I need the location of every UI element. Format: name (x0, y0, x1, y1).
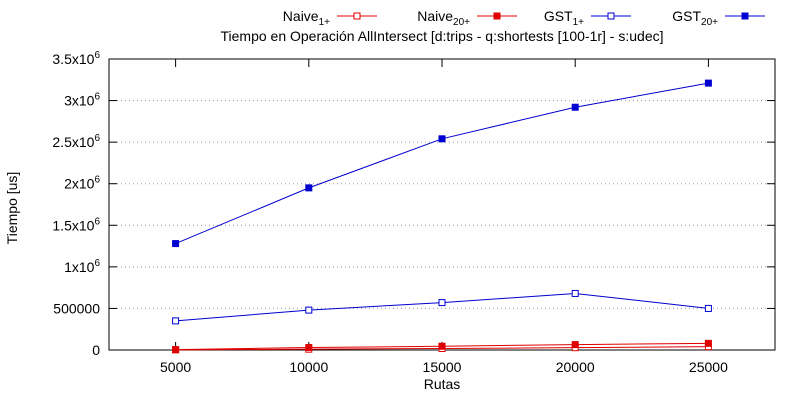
legend-item: GST20+ (672, 8, 765, 28)
x-tick-label: 5000 (160, 359, 191, 375)
legend-marker (741, 12, 749, 20)
data-point (704, 304, 712, 312)
series-gst-20plus (172, 79, 712, 248)
series-layer (172, 79, 712, 354)
series-line (175, 292, 709, 322)
data-point (305, 306, 313, 314)
data-point (438, 299, 446, 307)
series-gst-1plus (172, 289, 712, 325)
x-tick-label: 15000 (423, 359, 462, 375)
legend-label: GST20+ (672, 8, 718, 28)
data-point (571, 103, 579, 111)
axis-ticks: 0 500000 1x106 1.5x106 2x106 2.5x106 3x106 3.5x… (52, 50, 775, 375)
legend-marker (493, 12, 501, 20)
x-axis-label: Rutas (424, 376, 461, 392)
legend-item: GST1+ (544, 8, 631, 28)
grid-lines (109, 100, 775, 309)
data-point (305, 184, 313, 192)
data-point (438, 135, 446, 143)
series-naive-20plus (172, 339, 712, 354)
legend-label: Naive1+ (283, 8, 330, 28)
y-tick-label: 1.5x106 (52, 216, 100, 233)
data-point (438, 342, 446, 350)
data-point (172, 240, 180, 248)
data-point (571, 341, 579, 349)
plot-frame (108, 58, 776, 351)
y-tick-label: 3.5x106 (52, 50, 100, 67)
legend-marker (607, 12, 615, 20)
y-tick-label: 0 (92, 342, 100, 358)
legend-label: GST1+ (544, 8, 584, 28)
legend-item: Naive1+ (283, 8, 377, 28)
y-tick-label: 2.5x106 (52, 133, 100, 150)
series-line (175, 82, 709, 245)
legend-label: Naive20+ (417, 8, 470, 28)
data-point (704, 79, 712, 87)
y-axis-label: Tiempo [us] (4, 172, 20, 245)
y-tick-label: 500000 (53, 300, 100, 316)
x-tick-label: 25000 (689, 359, 728, 375)
x-tick-label: 20000 (556, 359, 595, 375)
y-tick-label: 2x106 (64, 175, 100, 192)
data-point (571, 289, 579, 297)
data-point (172, 346, 180, 354)
data-point (704, 339, 712, 347)
legend-marker (353, 12, 361, 20)
legend-item: Naive20+ (417, 8, 517, 28)
y-tick-label: 1x106 (64, 258, 100, 275)
y-tick-label: 3x106 (64, 92, 100, 109)
data-point (172, 317, 180, 325)
legend: Naive1+ Naive20+ GST1+ GST20+ (283, 8, 765, 28)
x-tick-label: 10000 (289, 359, 328, 375)
data-point (305, 344, 313, 352)
chart-title: Tiempo en Operación AllIntersect [d:trip… (220, 28, 663, 44)
